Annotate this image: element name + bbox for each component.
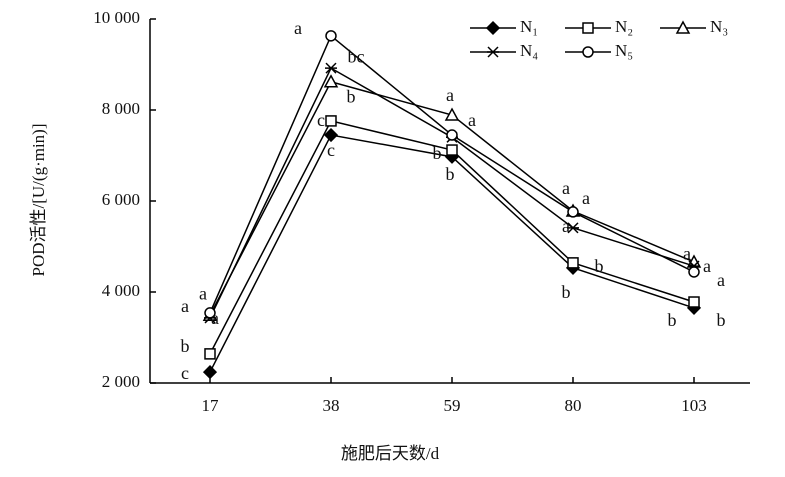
legend-marker [487, 46, 499, 58]
significance-letter: a [181, 296, 189, 316]
x-tick-label: 59 [444, 396, 461, 415]
y-tick-label: 8 000 [102, 99, 140, 118]
significance-letter: a [211, 308, 219, 328]
point [446, 129, 458, 141]
significance-letter: b [562, 282, 571, 302]
y-tick-label: 4 000 [102, 281, 140, 300]
point [688, 296, 700, 308]
series-line [209, 67, 695, 319]
significance-letter: a [582, 188, 590, 208]
significance-letter: b [347, 86, 356, 106]
point [567, 206, 579, 218]
significance-letter: b [668, 310, 677, 330]
significance-letter: a [294, 18, 302, 38]
significance-letter: b [433, 143, 442, 163]
significance-letter: a [683, 243, 691, 263]
x-tick-label: 103 [681, 396, 707, 415]
point [446, 144, 458, 156]
x-tick-label: 80 [565, 396, 582, 415]
point [204, 307, 216, 319]
significance-letter: b [446, 164, 455, 184]
significance-letter: b [717, 310, 726, 330]
point [202, 365, 218, 380]
legend-label: N₃ [710, 17, 728, 36]
x-tick-label: 17 [202, 396, 220, 415]
significance-letter: bc [348, 46, 365, 66]
significance-letter: a [199, 283, 207, 303]
y-axis-label: POD活性/[U/(g·min)] [29, 124, 48, 277]
point [567, 222, 579, 234]
significance-letter: a [562, 178, 570, 198]
significance-letter: a [703, 256, 711, 276]
legend-label: N₂ [615, 17, 633, 36]
point [688, 266, 700, 278]
significance-letter: a [717, 270, 725, 290]
legend-marker [485, 20, 501, 36]
legend-label: N₄ [520, 41, 538, 60]
x-axis-label: 施肥后天数/d [341, 444, 440, 463]
point [323, 74, 339, 88]
legend-marker [582, 46, 594, 58]
y-tick-label: 6 000 [102, 190, 140, 209]
significance-letter: c [181, 363, 189, 383]
significance-letter: a [446, 85, 454, 105]
significance-letter: a [562, 216, 570, 236]
y-tick-label: 2 000 [102, 372, 140, 391]
point [323, 127, 339, 143]
legend-marker [675, 20, 691, 34]
point [325, 115, 337, 127]
legend-label: N₁ [520, 17, 538, 36]
x-tick-label: 38 [323, 396, 340, 415]
point [325, 30, 337, 42]
point [325, 62, 337, 74]
legend-marker [582, 22, 594, 34]
y-tick-label: 10 000 [93, 8, 140, 27]
significance-letter: b [595, 256, 604, 276]
significance-letter: a [468, 110, 476, 130]
point [567, 257, 579, 269]
legend-label: N₅ [615, 41, 633, 60]
significance-letter: c [327, 140, 335, 160]
point [444, 107, 460, 121]
significance-letter: c [317, 110, 325, 130]
significance-letter: b [181, 336, 190, 356]
point [204, 348, 216, 360]
